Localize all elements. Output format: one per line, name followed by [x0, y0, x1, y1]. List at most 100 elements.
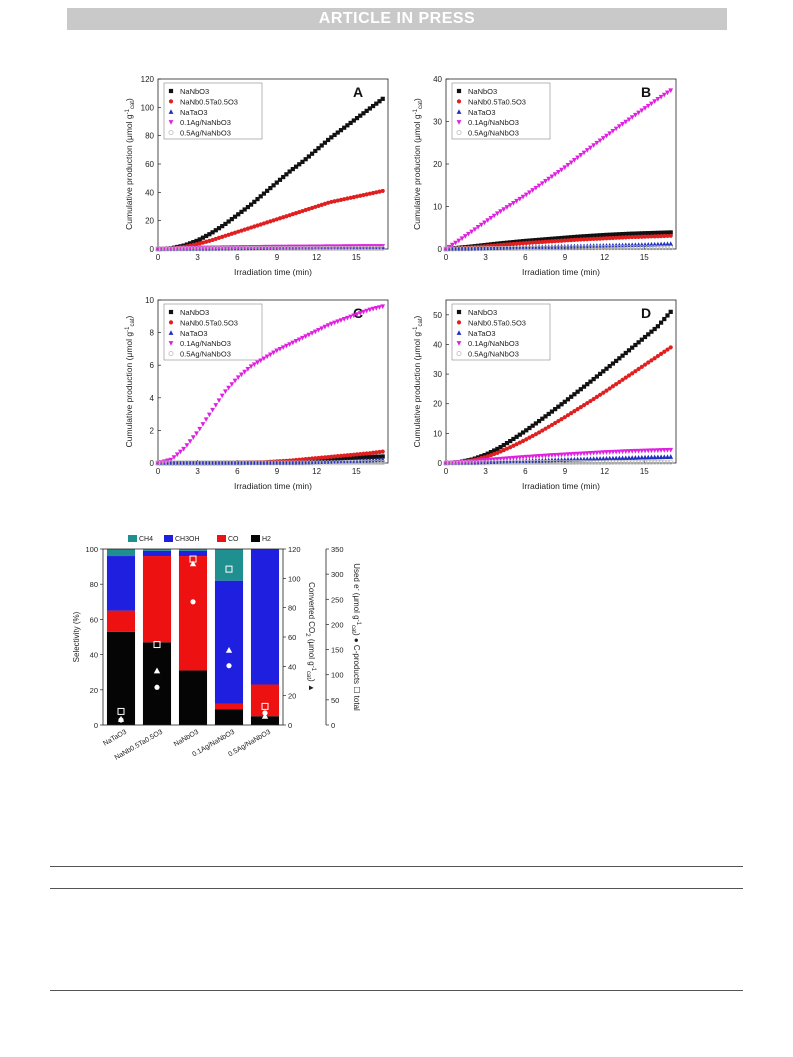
- data-point: [604, 450, 609, 455]
- data-point: [364, 455, 369, 460]
- data-point: [581, 456, 587, 462]
- series-0-5ag-nanbo3: [155, 460, 386, 466]
- data-point: [485, 460, 491, 466]
- y-tick-label: 20: [145, 217, 154, 226]
- data-point: [319, 143, 324, 148]
- data-point: [581, 459, 587, 465]
- data-point: [584, 459, 590, 465]
- legend-marker: [168, 120, 174, 125]
- data-point: [488, 457, 494, 463]
- data-point: [358, 455, 363, 460]
- data-point: [642, 448, 648, 454]
- data-point: [296, 337, 302, 343]
- data-point: [549, 409, 555, 414]
- data-point: [652, 241, 658, 247]
- data-point: [524, 238, 529, 243]
- data-point: [258, 244, 264, 250]
- x-axis-label: Irradiation time (min): [234, 267, 312, 277]
- data-point: [581, 237, 587, 242]
- y3-tick-label: 350: [331, 545, 344, 554]
- data-point: [342, 455, 347, 461]
- data-point: [632, 245, 638, 251]
- data-point: [543, 414, 548, 419]
- data-point: [585, 382, 590, 387]
- data-point: [633, 234, 638, 240]
- legend-label: 0.5Ag/NaNbO3: [180, 129, 231, 138]
- data-point: [600, 450, 606, 456]
- legend-marker: [168, 130, 174, 136]
- x-tick-label: 3: [483, 253, 488, 262]
- data-point: [271, 350, 276, 356]
- data-point: [578, 405, 583, 410]
- legend-label: NaNbO3: [180, 308, 209, 317]
- data-point: [220, 224, 225, 229]
- data-point: [271, 218, 276, 223]
- data-point: [517, 460, 523, 466]
- data-point: [543, 453, 548, 459]
- data-point: [290, 244, 296, 250]
- data-point: [562, 245, 568, 251]
- series-0-1ag-nanbo3: [155, 304, 386, 466]
- data-point: [354, 452, 360, 457]
- data-point: [364, 308, 370, 314]
- data-point: [223, 233, 228, 238]
- data-point: [488, 246, 494, 252]
- data-point: [610, 455, 616, 461]
- bar-segment-co: [214, 703, 244, 710]
- series-nanb0-5ta0-5o3: [155, 188, 385, 252]
- data-point: [373, 245, 379, 251]
- data-point: [661, 459, 667, 465]
- data-point: [501, 246, 507, 252]
- data-point: [549, 239, 555, 244]
- data-point: [361, 451, 366, 456]
- data-point: [226, 385, 232, 391]
- data-point: [255, 460, 261, 466]
- data-point: [591, 456, 597, 461]
- data-point: [507, 203, 513, 208]
- data-point: [514, 442, 519, 447]
- data-point: [616, 124, 622, 129]
- data-point: [668, 88, 674, 94]
- data-point: [242, 207, 247, 212]
- data-point: [303, 457, 308, 462]
- data-point: [472, 458, 478, 464]
- data-point: [652, 230, 657, 236]
- data-point: [472, 460, 478, 466]
- data-point: [520, 455, 526, 460]
- data-point: [197, 426, 203, 432]
- data-point: [277, 244, 283, 250]
- x-tick-label: 0: [156, 467, 161, 476]
- data-point: [661, 448, 667, 453]
- data-point: [322, 201, 328, 206]
- data-point: [374, 101, 379, 106]
- data-point: [655, 324, 660, 329]
- data-point: [533, 421, 538, 426]
- data-point: [604, 236, 609, 241]
- data-point: [265, 220, 270, 225]
- data-point: [267, 246, 273, 252]
- legend-marker: [456, 330, 462, 335]
- data-point: [351, 118, 356, 123]
- y-tick-label: 100: [85, 545, 98, 554]
- data-point: [549, 460, 555, 466]
- bar-segment-ch3oh: [178, 550, 208, 557]
- data-point: [552, 453, 558, 458]
- data-point: [546, 411, 551, 417]
- data-point: [658, 230, 664, 235]
- data-point: [636, 448, 642, 454]
- data-point: [236, 229, 241, 234]
- data-point: [284, 172, 289, 177]
- data-point: [540, 416, 545, 421]
- data-point: [662, 316, 667, 322]
- article-in-press-banner: ARTICLE IN PRESS: [67, 8, 727, 30]
- data-point: [498, 460, 504, 466]
- data-point: [594, 459, 600, 465]
- data-point: [607, 232, 612, 237]
- legend-label: 0.5Ag/NaNbO3: [180, 350, 231, 359]
- data-point: [575, 459, 581, 465]
- data-point: [511, 443, 516, 448]
- data-point: [601, 236, 606, 241]
- legend-marker: [168, 330, 174, 335]
- data-point: [572, 392, 577, 397]
